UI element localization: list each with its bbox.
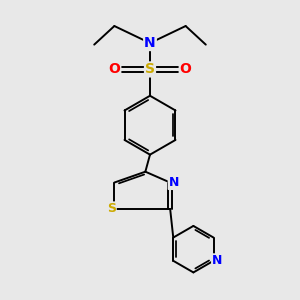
Text: N: N [169,176,179,189]
Text: O: O [108,62,120,76]
Text: S: S [145,62,155,76]
Text: O: O [180,62,192,76]
Text: S: S [107,202,116,215]
Text: N: N [144,36,156,50]
Text: N: N [212,254,222,267]
